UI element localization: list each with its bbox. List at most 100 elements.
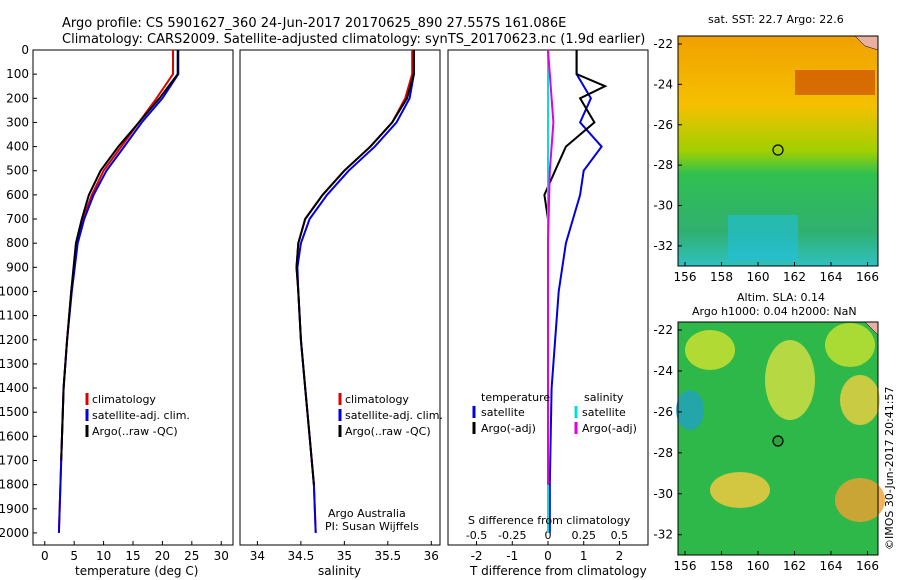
panel3-lines xyxy=(543,49,608,533)
map1-argo-marker xyxy=(772,144,784,156)
panel2-xlabel: salinity xyxy=(318,564,361,578)
map2-blob6 xyxy=(835,478,885,522)
header-line2: Climatology: CARS2009. Satellite-adjuste… xyxy=(62,32,645,47)
y-tick-label: 1600 xyxy=(0,429,29,443)
panel3-legend-temp-title: temperature xyxy=(481,391,550,404)
panel1-yticks: 0 100 200 300 400 500 600 700 800 900 1000 1100 1200… xyxy=(0,43,37,540)
y-tick-label: 700 xyxy=(6,212,29,226)
map-x-tick-label: 160 xyxy=(747,559,770,573)
x-tick-label: 1 xyxy=(580,549,588,563)
y-tick-label: 600 xyxy=(6,188,29,202)
map1-ticks: -22 -24 -26 -28 -30 -32 156 158 160 162 164 166 xyxy=(653,37,879,284)
y-tick-label: 1300 xyxy=(0,357,29,371)
y-tick-label: 900 xyxy=(6,260,29,274)
y-tick-label: 1100 xyxy=(0,309,29,323)
panel3-legend-sal-argo: Argo(-adj) xyxy=(582,422,637,435)
x-tick-label: 0 xyxy=(544,549,552,563)
panel2-legend-clim: climatology xyxy=(345,393,409,406)
s-tick-label: -0.5 xyxy=(466,529,487,542)
panel2-xticks: 34 34.5 35 35.5 36 xyxy=(250,541,439,563)
map-y-tick-label: -26 xyxy=(653,118,673,132)
y-tick-label: 2000 xyxy=(0,526,29,540)
y-tick-label: 100 xyxy=(6,67,29,81)
s-tick-label: 0.5 xyxy=(611,529,629,542)
map-sla: Altim. SLA: 0.14 Argo h1000: 0.04 h2000:… xyxy=(653,291,885,573)
map1-cool-patch xyxy=(728,215,798,260)
map2-blob3 xyxy=(825,323,875,367)
map-y-tick-label: -28 xyxy=(653,158,673,172)
header-line1: Argo profile: CS 5901627_360 24-Jun-2017… xyxy=(62,16,566,31)
x-tick-label: 36 xyxy=(424,549,439,563)
series-line xyxy=(547,49,555,485)
map-x-tick-label: 156 xyxy=(674,559,697,573)
x-tick-label: 30 xyxy=(214,549,229,563)
map-x-tick-label: 156 xyxy=(674,270,697,284)
panel3-legend: temperature salinity satellite Argo(-adj… xyxy=(472,391,637,435)
panel2-note2: PI: Susan Wijffels xyxy=(325,520,419,533)
map-x-tick-label: 162 xyxy=(783,270,806,284)
panel3-legend-sat: satellite xyxy=(481,406,525,419)
panel2-frame xyxy=(239,49,441,546)
map2-title2: Argo h1000: 0.04 h2000: NaN xyxy=(692,305,857,318)
panel2-note1: Argo Australia xyxy=(328,507,406,520)
map-x-tick-label: 162 xyxy=(783,559,806,573)
s-tick-label: 0 xyxy=(545,529,552,542)
y-tick-label: 500 xyxy=(6,164,29,178)
panel2-legend-sat: satellite-adj. clim. xyxy=(345,409,443,422)
y-tick-label: 400 xyxy=(6,140,29,154)
map2-blob4 xyxy=(840,375,880,425)
footer-stamp: ©IMOS 30-Jun-2017 20:41:57 xyxy=(883,386,896,550)
panel1-xlabel: temperature (deg C) xyxy=(75,564,198,578)
series-line xyxy=(295,50,415,485)
map-y-tick-label: -32 xyxy=(653,239,673,253)
y-tick-label: 200 xyxy=(6,91,29,105)
y-tick-label: 0 xyxy=(21,43,29,57)
y-tick-label: 1500 xyxy=(0,405,29,419)
map2-blob2 xyxy=(765,340,815,420)
panel1-legend-clim: climatology xyxy=(92,393,156,406)
map-y-tick-label: -24 xyxy=(653,77,673,91)
panel-difference: -2 -1 0 1 2 -0.5 -0.25 0 0.25 0.5 S difference fr… xyxy=(447,49,649,578)
x-tick-label: 35.5 xyxy=(374,549,401,563)
panel3-xlabel: T difference from climatology xyxy=(469,564,647,578)
map-y-tick-label: -30 xyxy=(653,487,673,501)
series-line xyxy=(548,50,603,533)
series-line xyxy=(57,50,174,533)
y-tick-label: 1200 xyxy=(0,333,29,347)
map-x-tick-label: 166 xyxy=(856,559,879,573)
map1-title: sat. SST: 22.7 Argo: 22.6 xyxy=(708,13,844,26)
series-line xyxy=(57,50,180,533)
map1-frame xyxy=(677,35,879,267)
x-tick-label: 20 xyxy=(155,549,170,563)
y-tick-label: 1800 xyxy=(0,478,29,492)
panel1-frame xyxy=(32,49,234,546)
x-tick-label: 25 xyxy=(184,549,199,563)
y-tick-label: 1900 xyxy=(0,502,29,516)
map-y-tick-label: -26 xyxy=(653,405,673,419)
map-sst: sat. SST: 22.7 Argo: 22.6 -22 -24 -26 -28 -3… xyxy=(653,13,879,284)
panel2-legend: climatology satellite-adj. clim. Argo(..… xyxy=(338,393,443,438)
panel3-xticks: -2 -1 0 1 2 -0.5 -0.25 0 0.25 0.5 xyxy=(466,529,628,563)
y-tick-label: 800 xyxy=(6,236,29,250)
panel1-legend-argo: Argo(..raw -QC) xyxy=(92,425,178,438)
series-line xyxy=(296,50,415,533)
map2-blob7 xyxy=(676,390,704,430)
map-y-tick-label: -22 xyxy=(653,323,673,337)
map-x-tick-label: 158 xyxy=(710,270,733,284)
map-y-tick-label: -32 xyxy=(653,528,673,542)
panel2-legend-argo: Argo(..raw -QC) xyxy=(345,425,431,438)
s-tick-label: -0.25 xyxy=(498,529,526,542)
panel-temperature: 0100200300400500600700800900100011001200… xyxy=(0,43,234,578)
x-tick-label: 34 xyxy=(250,549,265,563)
panel1-legend-sat: satellite-adj. clim. xyxy=(92,409,190,422)
x-tick-label: 2 xyxy=(616,549,624,563)
map2-blob5 xyxy=(710,472,770,508)
x-tick-label: -2 xyxy=(471,549,483,563)
map2-argo-marker xyxy=(772,435,784,447)
series-line xyxy=(60,50,179,461)
panel1-xticks: 0 5 10 15 20 25 30 xyxy=(41,541,229,563)
panel3-legend-sal-title: salinity xyxy=(584,391,624,404)
x-tick-label: 15 xyxy=(125,549,140,563)
x-tick-label: -1 xyxy=(506,549,518,563)
